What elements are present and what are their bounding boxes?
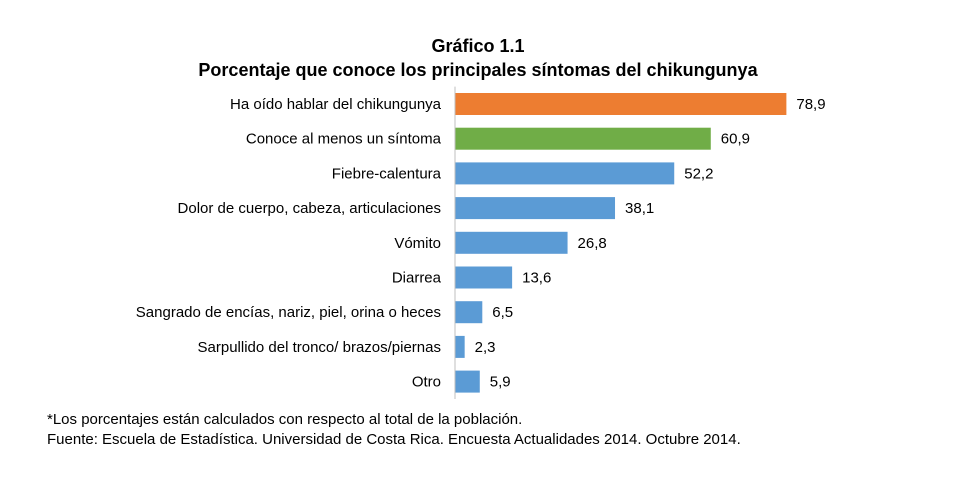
- source-note: Fuente: Escuela de Estadística. Universi…: [47, 431, 741, 448]
- value-label-4: 26,8: [578, 235, 607, 252]
- category-label-0: Ha oído hablar del chikungunya: [230, 96, 442, 113]
- category-label-3: Dolor de cuerpo, cabeza, articulaciones: [178, 200, 441, 217]
- category-label-2: Fiebre-calentura: [332, 165, 442, 182]
- bar-6: [455, 301, 483, 324]
- bar-2: [455, 162, 675, 185]
- value-label-1: 60,9: [721, 131, 750, 148]
- chart-subtitle: Porcentaje que conoce los principales sí…: [198, 60, 758, 80]
- value-label-0: 78,9: [796, 96, 825, 113]
- value-label-3: 38,1: [625, 200, 654, 217]
- chart-title: Gráfico 1.1: [431, 36, 525, 56]
- bar-4: [455, 231, 568, 254]
- category-label-8: Otro: [412, 374, 441, 391]
- value-label-7: 2,3: [475, 339, 496, 356]
- value-label-2: 52,2: [684, 165, 713, 182]
- category-label-7: Sarpullido del tronco/ brazos/piernas: [198, 339, 441, 356]
- value-label-5: 13,6: [522, 270, 551, 287]
- value-label-6: 6,5: [492, 304, 513, 321]
- bar-8: [455, 370, 480, 393]
- bar-0: [455, 93, 787, 115]
- value-label-8: 5,9: [490, 374, 511, 391]
- bar-7: [455, 335, 465, 358]
- category-label-1: Conoce al menos un síntoma: [246, 131, 442, 148]
- category-label-4: Vómito: [394, 235, 441, 252]
- labels-layer: Ha oído hablar del chikungunya 78,9 Conoce…: [136, 96, 826, 391]
- bars-layer: [455, 93, 787, 393]
- bar-3: [455, 197, 616, 220]
- category-label-5: Diarrea: [392, 270, 442, 287]
- footnote: *Los porcentajes están calculados con re…: [47, 411, 523, 428]
- category-label-6: Sangrado de encías, nariz, piel, orina o…: [136, 304, 441, 321]
- bar-5: [455, 266, 513, 289]
- bar-1: [455, 127, 711, 150]
